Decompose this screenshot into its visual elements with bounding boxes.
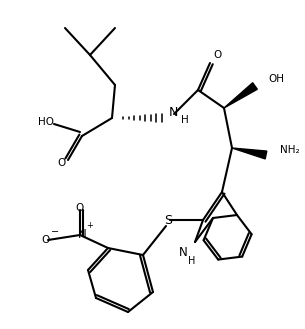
Text: NH₂: NH₂: [280, 145, 300, 155]
Text: O: O: [76, 203, 84, 213]
Text: N: N: [78, 229, 86, 241]
Polygon shape: [232, 148, 267, 159]
Text: O: O: [42, 235, 50, 245]
Text: N: N: [179, 245, 187, 259]
Text: H: H: [181, 115, 189, 125]
Text: S: S: [164, 214, 172, 226]
Text: O: O: [58, 158, 66, 168]
Text: H: H: [188, 256, 196, 266]
Text: O: O: [213, 50, 221, 60]
Polygon shape: [224, 83, 257, 108]
Text: HO: HO: [38, 117, 54, 127]
Text: OH: OH: [268, 74, 284, 84]
Text: −: −: [51, 227, 59, 237]
Text: +: +: [87, 220, 93, 230]
Text: N: N: [168, 106, 178, 118]
